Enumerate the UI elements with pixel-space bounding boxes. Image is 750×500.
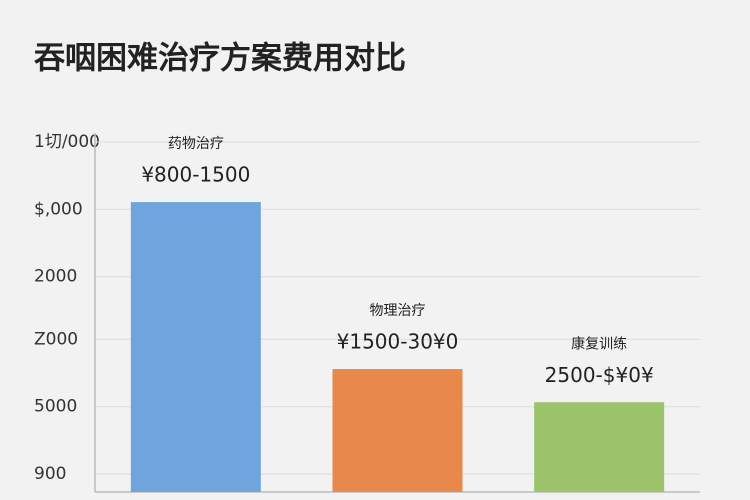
y-tick-label: Z000 — [34, 329, 78, 349]
y-tick-label: 5000 — [34, 397, 77, 417]
bar — [130, 202, 261, 493]
bar-annotation: 2500-$¥0¥ — [545, 363, 654, 387]
bar — [534, 402, 665, 492]
category-label: 康复训练 — [571, 335, 627, 352]
y-tick-label: 1切/000 — [34, 132, 100, 152]
y-tick-label: 900 — [34, 464, 66, 484]
bar-annotation: ¥1500-30¥0 — [337, 330, 459, 354]
chart-title: 吞咽困难治疗方案费用对比 — [34, 41, 406, 77]
bar — [332, 369, 463, 492]
category-label: 药物治疗 — [168, 136, 224, 152]
y-tick-label: 2000 — [34, 267, 77, 287]
category-label: 物理治疗 — [370, 303, 426, 319]
y-tick-label: $,000 — [34, 199, 83, 219]
bar-annotation: ¥800-1500 — [141, 163, 250, 187]
